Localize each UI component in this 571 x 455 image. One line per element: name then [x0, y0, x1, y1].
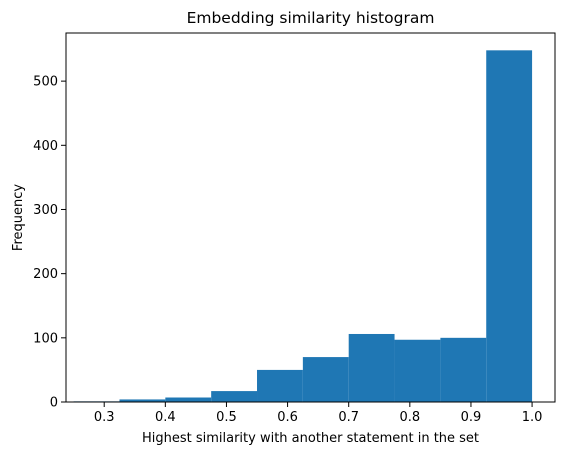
x-axis-label: Highest similarity with another statemen… [142, 431, 479, 446]
histogram-bar-1 [119, 399, 166, 402]
histogram-bars [73, 50, 533, 402]
histogram-bar-8 [440, 337, 487, 402]
histogram-bar-7 [394, 339, 441, 402]
x-axis-ticks: 0.3 0.4 0.5 0.6 0.7 0.8 0.9 1.0 [94, 402, 543, 425]
y-tick-label-0: 0 [50, 396, 58, 411]
histogram-bar-3 [211, 391, 258, 402]
histogram-bar-9 [486, 50, 533, 402]
histogram-bar-2 [165, 397, 212, 402]
x-tick-label-5: 0.8 [399, 410, 420, 425]
y-tick-label-1: 100 [33, 331, 58, 346]
y-tick-label-4: 400 [33, 139, 58, 154]
y-tick-label-3: 300 [33, 203, 58, 218]
x-tick-label-1: 0.4 [155, 410, 176, 425]
y-axis-ticks: 0 100 200 300 400 500 [33, 75, 66, 411]
x-tick-label-2: 0.5 [216, 410, 237, 425]
histogram-bar-4 [257, 369, 303, 402]
histogram-bar-5 [302, 357, 349, 402]
histogram-bar-6 [348, 333, 395, 402]
plot-frame [65, 32, 556, 403]
x-tick-label-6: 0.9 [461, 410, 482, 425]
x-tick-label-3: 0.6 [277, 410, 298, 425]
y-tick-label-2: 200 [33, 267, 58, 282]
y-tick-label-5: 500 [33, 75, 58, 90]
chart-title: Embedding similarity histogram [187, 9, 435, 27]
x-tick-label-0: 0.3 [94, 410, 115, 425]
x-tick-label-4: 0.7 [338, 410, 359, 425]
x-tick-label-7: 1.0 [522, 410, 543, 425]
y-axis-label: Frequency [11, 184, 26, 251]
